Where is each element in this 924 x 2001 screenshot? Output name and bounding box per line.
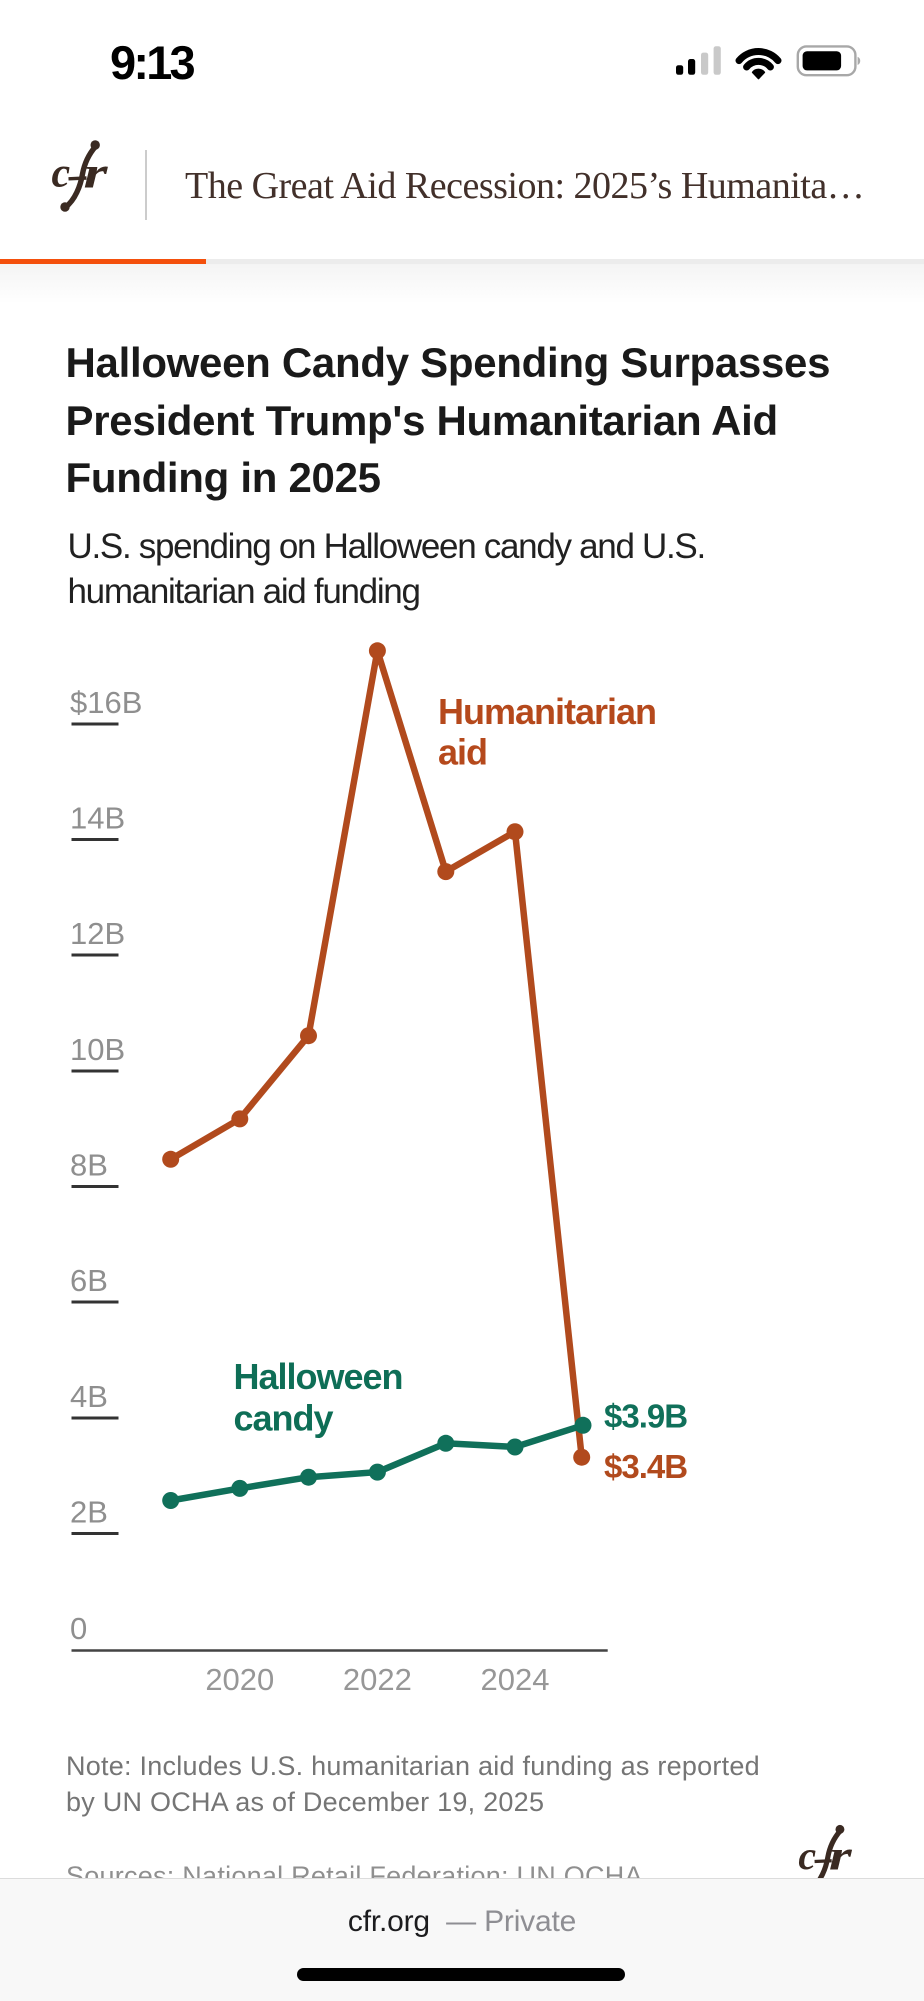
svg-text:Halloween: Halloween <box>234 1356 403 1397</box>
svg-text:6B: 6B <box>70 1263 108 1298</box>
svg-text:4B: 4B <box>70 1379 108 1414</box>
svg-text:8B: 8B <box>70 1148 108 1183</box>
svg-text:2022: 2022 <box>343 1662 412 1697</box>
svg-text:2B: 2B <box>70 1495 108 1530</box>
svg-text:c: c <box>52 151 71 197</box>
svg-text:2020: 2020 <box>205 1662 274 1697</box>
svg-text:2024: 2024 <box>481 1662 550 1697</box>
svg-text:0: 0 <box>70 1611 87 1646</box>
svg-text:14B: 14B <box>70 801 125 836</box>
svg-text:aid: aid <box>438 732 487 773</box>
svg-text:Humanitarian: Humanitarian <box>438 691 656 732</box>
svg-text:$3.4B: $3.4B <box>604 1448 687 1485</box>
svg-text:$3.9B: $3.9B <box>604 1397 687 1434</box>
svg-text:$16B: $16B <box>70 685 142 720</box>
svg-text:12B: 12B <box>70 916 125 951</box>
svg-text:candy: candy <box>234 1398 334 1439</box>
svg-text:10B: 10B <box>70 1032 125 1067</box>
